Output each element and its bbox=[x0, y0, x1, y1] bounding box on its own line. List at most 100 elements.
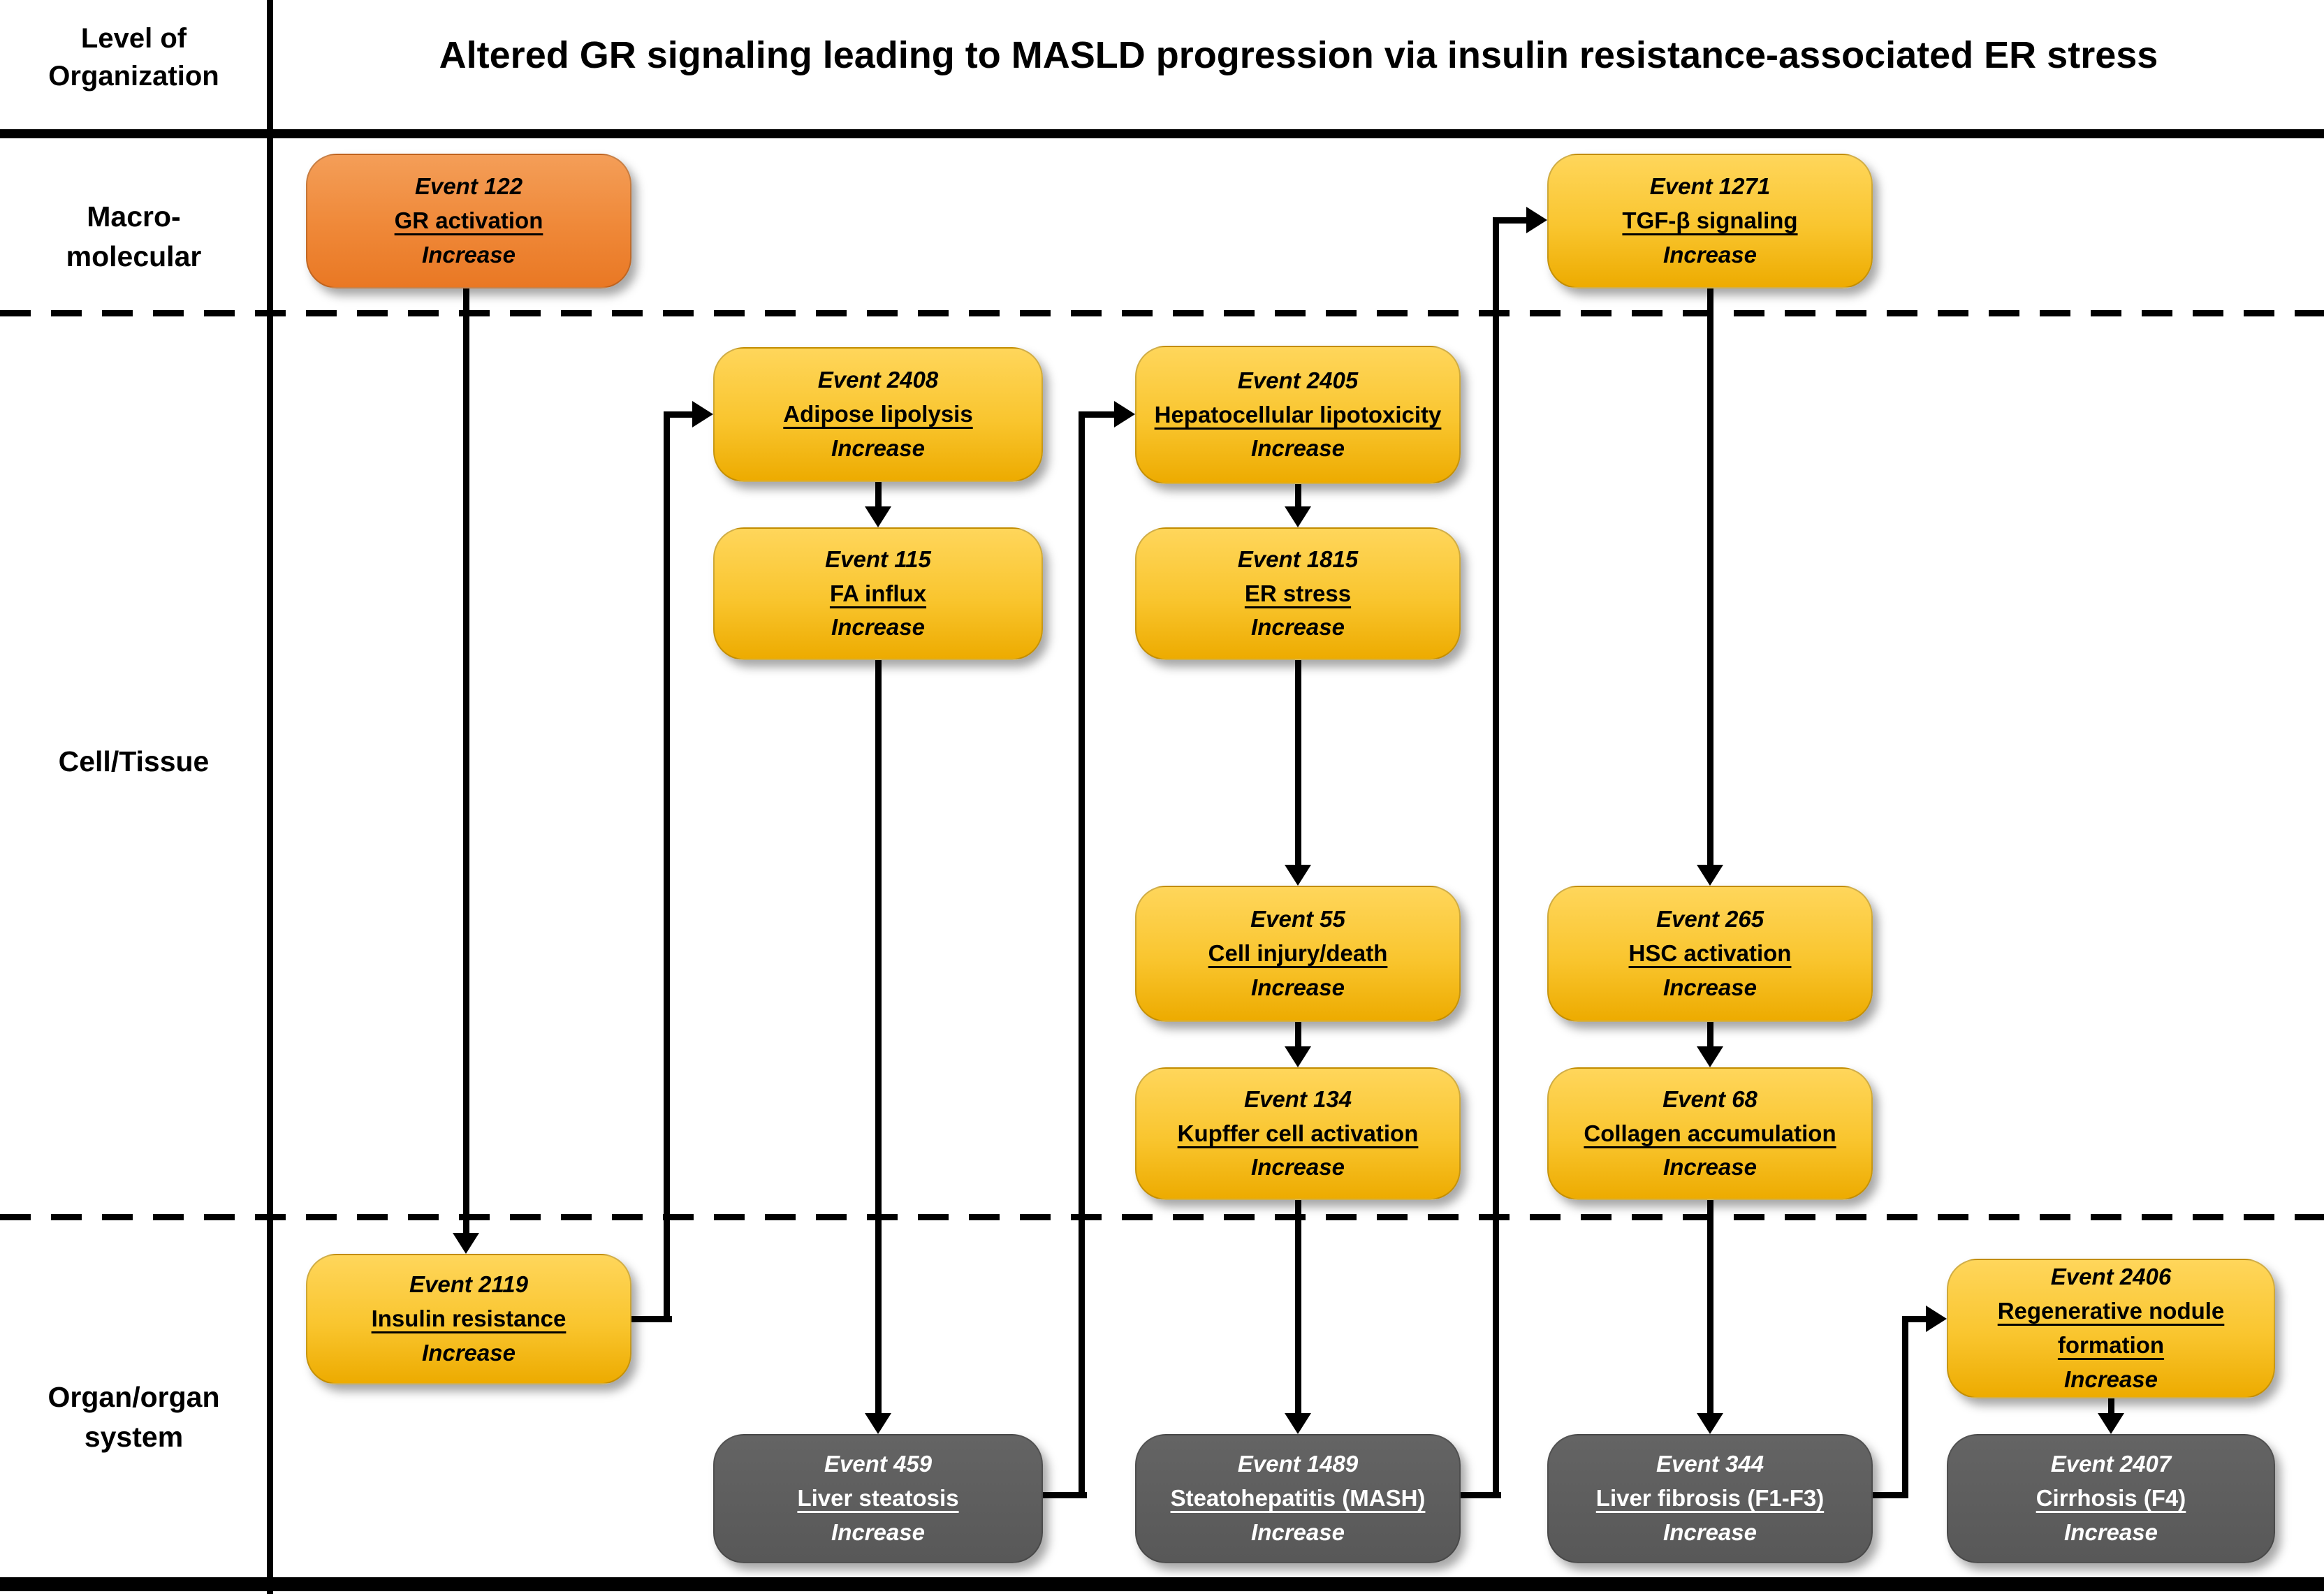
node-event-115: Event 115 FA influx Increase bbox=[713, 527, 1043, 660]
node-event-459: Event 459 Liver steatosis Increase bbox=[713, 1434, 1043, 1563]
event-direction: Increase bbox=[422, 241, 516, 268]
event-id: Event 2408 bbox=[817, 367, 939, 393]
bottom-border bbox=[0, 1577, 2324, 1591]
arrowhead-down-icon bbox=[1285, 506, 1311, 527]
event-id: Event 122 bbox=[414, 173, 523, 200]
arrowhead-right-icon bbox=[1926, 1306, 1947, 1332]
event-title: Cell injury/death bbox=[1208, 940, 1388, 967]
event-id: Event 1489 bbox=[1237, 1451, 1359, 1477]
node-event-55: Event 55 Cell injury/death Increase bbox=[1135, 886, 1461, 1022]
node-event-2119: Event 2119 Insulin resistance Increase bbox=[306, 1254, 631, 1384]
connector-line bbox=[1707, 1022, 1713, 1048]
event-id: Event 1271 bbox=[1649, 173, 1771, 200]
page-title: Altered GR signaling leading to MASLD pr… bbox=[439, 34, 2158, 76]
event-title: Adipose lipolysis bbox=[783, 401, 973, 427]
event-id: Event 265 bbox=[1656, 906, 1764, 933]
event-id: Event 134 bbox=[1243, 1085, 1352, 1112]
connector-line bbox=[1707, 1200, 1713, 1414]
connector-line bbox=[664, 411, 694, 418]
level-label-organ-system: Organ/organ system bbox=[47, 1381, 220, 1454]
arrowhead-down-icon bbox=[1285, 865, 1311, 886]
event-direction: Increase bbox=[1663, 241, 1757, 268]
node-event-1815: Event 1815 ER stress Increase bbox=[1135, 527, 1461, 660]
arrowhead-down-icon bbox=[1285, 1413, 1311, 1434]
connector-line bbox=[1079, 411, 1116, 418]
event-direction: Increase bbox=[2064, 1519, 2158, 1545]
event-direction: Increase bbox=[1251, 974, 1345, 1000]
event-id: Event 68 bbox=[1662, 1085, 1757, 1112]
event-title: Cirrhosis (F4) bbox=[2036, 1485, 2186, 1512]
arrowhead-down-icon bbox=[865, 506, 891, 527]
node-event-122: Event 122 GR activation Increase bbox=[306, 154, 631, 288]
event-title: Liver steatosis bbox=[797, 1485, 959, 1512]
arrowhead-down-icon bbox=[453, 1233, 479, 1254]
level-separator-dashed-1 bbox=[0, 310, 2324, 316]
arrowhead-down-icon bbox=[2098, 1413, 2124, 1434]
node-event-2407: Event 2407 Cirrhosis (F4) Increase bbox=[1947, 1434, 2275, 1563]
event-direction: Increase bbox=[1251, 1154, 1345, 1180]
event-title: HSC activation bbox=[1628, 940, 1792, 967]
level-label-cell-tissue: Cell/Tissue bbox=[58, 745, 210, 777]
connector-line bbox=[629, 1316, 672, 1322]
event-id: Event 55 bbox=[1250, 906, 1345, 933]
event-direction: Increase bbox=[831, 1519, 925, 1545]
event-title: FA influx bbox=[829, 580, 927, 606]
connector-line bbox=[1040, 1492, 1087, 1498]
connector-line bbox=[1870, 1492, 1908, 1498]
node-event-1489: Event 1489 Steatohepatitis (MASH) Increa… bbox=[1135, 1434, 1461, 1563]
event-title: Liver fibrosis (F1-F3) bbox=[1595, 1485, 1825, 1512]
title-underline bbox=[0, 129, 2324, 138]
connector-line bbox=[1902, 1316, 1908, 1498]
connector-line bbox=[2108, 1398, 2114, 1414]
event-title: Hepatocellular lipotoxicity bbox=[1154, 401, 1442, 427]
event-direction: Increase bbox=[1663, 1154, 1757, 1180]
event-direction: Increase bbox=[1251, 435, 1345, 462]
connector-line bbox=[1079, 411, 1085, 1498]
column-divider-line bbox=[267, 0, 273, 1594]
event-direction: Increase bbox=[422, 1339, 516, 1366]
event-id: Event 2405 bbox=[1237, 367, 1359, 393]
connector-line bbox=[1458, 1492, 1501, 1498]
event-id: Event 459 bbox=[824, 1451, 933, 1477]
connector-line bbox=[1493, 217, 1499, 1498]
event-id: Event 2119 bbox=[409, 1271, 528, 1298]
node-event-344: Event 344 Liver fibrosis (F1-F3) Increas… bbox=[1547, 1434, 1873, 1563]
arrowhead-right-icon bbox=[1526, 207, 1547, 233]
node-event-265: Event 265 HSC activation Increase bbox=[1547, 886, 1873, 1022]
node-event-68: Event 68 Collagen accumulation Increase bbox=[1547, 1067, 1873, 1200]
event-title: Regenerative nodule formation bbox=[1997, 1298, 2225, 1358]
event-title: Collagen accumulation bbox=[1584, 1120, 1836, 1146]
node-event-1271: Event 1271 TGF-β signaling Increase bbox=[1547, 154, 1873, 288]
event-title: TGF-β signaling bbox=[1622, 207, 1798, 234]
event-title: Kupffer cell activation bbox=[1177, 1120, 1419, 1146]
event-direction: Increase bbox=[1663, 974, 1757, 1000]
arrowhead-right-icon bbox=[1114, 401, 1135, 427]
level-label-macromolecular: Macro- molecular bbox=[66, 200, 202, 273]
arrowhead-down-icon bbox=[1697, 865, 1723, 886]
event-id: Event 344 bbox=[1656, 1451, 1764, 1477]
node-event-2405: Event 2405 Hepatocellular lipotoxicity I… bbox=[1135, 346, 1461, 484]
connector-line bbox=[664, 411, 670, 1319]
event-title: ER stress bbox=[1244, 580, 1352, 606]
arrowhead-down-icon bbox=[865, 1413, 891, 1434]
event-direction: Increase bbox=[831, 614, 925, 641]
event-direction: Increase bbox=[1251, 614, 1345, 641]
connector-line bbox=[1493, 217, 1528, 224]
connector-line bbox=[1295, 1200, 1301, 1414]
connector-line bbox=[463, 288, 469, 1236]
arrowhead-down-icon bbox=[1697, 1413, 1723, 1434]
arrowhead-right-icon bbox=[692, 401, 713, 427]
event-direction: Increase bbox=[1663, 1519, 1757, 1545]
connector-line bbox=[1295, 1022, 1301, 1048]
event-title: GR activation bbox=[394, 207, 543, 234]
connector-line bbox=[875, 482, 882, 508]
event-direction: Increase bbox=[831, 434, 925, 461]
event-direction: Increase bbox=[1251, 1519, 1345, 1545]
event-title: Steatohepatitis (MASH) bbox=[1170, 1485, 1426, 1512]
event-title: Insulin resistance bbox=[371, 1306, 567, 1332]
event-direction: Increase bbox=[2064, 1366, 2158, 1392]
node-event-2406: Event 2406 Regenerative nodule formation… bbox=[1947, 1259, 2275, 1398]
connector-line bbox=[1295, 660, 1301, 866]
arrowhead-down-icon bbox=[1697, 1046, 1723, 1067]
